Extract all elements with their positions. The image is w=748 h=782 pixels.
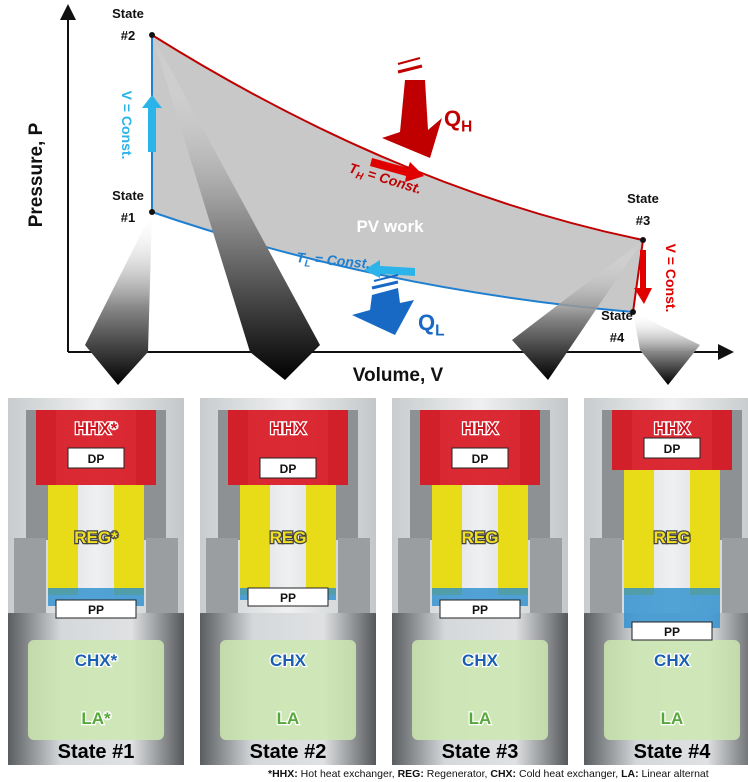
housing (338, 538, 370, 613)
footnote-part: Cold heat exchanger, (516, 768, 621, 780)
pp-label: PP (472, 603, 488, 617)
panel-title: State #1 (58, 741, 135, 763)
regenerator (498, 485, 528, 595)
reg-label: REG (654, 528, 691, 547)
footnote-part: LA: (621, 768, 639, 780)
state-pointer (633, 312, 700, 385)
state-number: #2 (121, 28, 135, 43)
pp-label: PP (280, 591, 296, 605)
heat-stripe (372, 282, 398, 288)
pp-label: PP (88, 603, 104, 617)
panel-title: State #2 (250, 741, 327, 763)
hhx-label: HHX (270, 419, 307, 438)
state-label: State (112, 6, 144, 21)
dp-label: DP (664, 442, 681, 456)
heat-stripe (398, 66, 422, 72)
chx-label: CHX (462, 651, 499, 670)
state-panel: HHX DP REG PP CHX LA State #3 (392, 398, 568, 765)
heat-in-arrow (382, 80, 442, 158)
state-panel: HHX DP REG PP CHX LA State #2 (200, 398, 376, 765)
hhx-label: HHX* (75, 419, 118, 438)
subscript: H (461, 119, 472, 136)
dp-label: DP (280, 462, 297, 476)
regenerator (240, 485, 270, 595)
hhx-label: HHX (462, 419, 499, 438)
footnote-part: Linear alternat (639, 768, 709, 780)
pp-label: PP (664, 625, 680, 639)
housing (14, 538, 46, 613)
housing (722, 538, 748, 613)
housing (530, 538, 562, 613)
pv-work-label: PV work (356, 217, 424, 236)
la-label: LA (469, 709, 492, 728)
la-label: LA (277, 709, 300, 728)
symbol: Q (418, 310, 435, 335)
state-panel: HHX* DP REG* PP CHX* LA* State #1 (8, 398, 184, 765)
regenerator (306, 485, 336, 595)
y-axis-label: Pressure, P (26, 122, 47, 227)
heat-label: QL (418, 310, 445, 340)
state-panel: HHX DP REG PP CHX LA State #4 (584, 398, 748, 765)
la-label: LA* (81, 709, 111, 728)
process-label: V = Const. (663, 244, 679, 313)
regenerator (690, 470, 720, 595)
chx-label: CHX* (75, 651, 118, 670)
dp-label: DP (472, 452, 489, 466)
state-number: #1 (121, 210, 135, 225)
chx-label: CHX (654, 651, 691, 670)
state-label: State (627, 191, 659, 206)
reg-label: REG (270, 528, 307, 547)
state-number: #4 (610, 330, 625, 345)
symbol: Q (444, 106, 461, 131)
state-point (149, 209, 155, 215)
state-pointer (85, 212, 152, 385)
reg-label: REG* (74, 528, 118, 547)
process-label: V = Const. (119, 91, 135, 160)
x-axis-label: Volume, V (353, 365, 444, 386)
housing (398, 538, 430, 613)
footnote-part: Regenerator, (424, 768, 491, 780)
la-label: LA (661, 709, 684, 728)
subscript: L (435, 323, 444, 340)
regenerator (624, 470, 654, 595)
state-label: State (601, 308, 633, 323)
figure: Pressure, P Volume, V PV work V = Const.… (0, 0, 748, 782)
heat-label: QH (444, 106, 472, 136)
state-number: #3 (636, 213, 650, 228)
panel-title: State #3 (442, 741, 519, 763)
housing (206, 538, 238, 613)
footnote-part: REG: (398, 768, 424, 780)
regenerator (114, 485, 144, 595)
hhx-label: HHX (654, 419, 691, 438)
footnote-part: CHX: (490, 768, 516, 780)
housing (146, 538, 178, 613)
state-point (640, 237, 646, 243)
footnote-part: *HHX: (268, 768, 298, 780)
reg-label: REG (462, 528, 499, 547)
housing (590, 538, 622, 613)
panel-title: State #4 (634, 741, 712, 763)
regenerator (432, 485, 462, 595)
dp-label: DP (88, 452, 105, 466)
heat-out-arrow (352, 288, 414, 335)
state-point (149, 32, 155, 38)
chx-label: CHX (270, 651, 307, 670)
heat-stripe (398, 58, 420, 64)
state-label: State (112, 188, 144, 203)
footnote: *HHX: Hot heat exchanger, REG: Regenerat… (268, 768, 709, 780)
footnote-part: Hot heat exchanger, (298, 768, 398, 780)
